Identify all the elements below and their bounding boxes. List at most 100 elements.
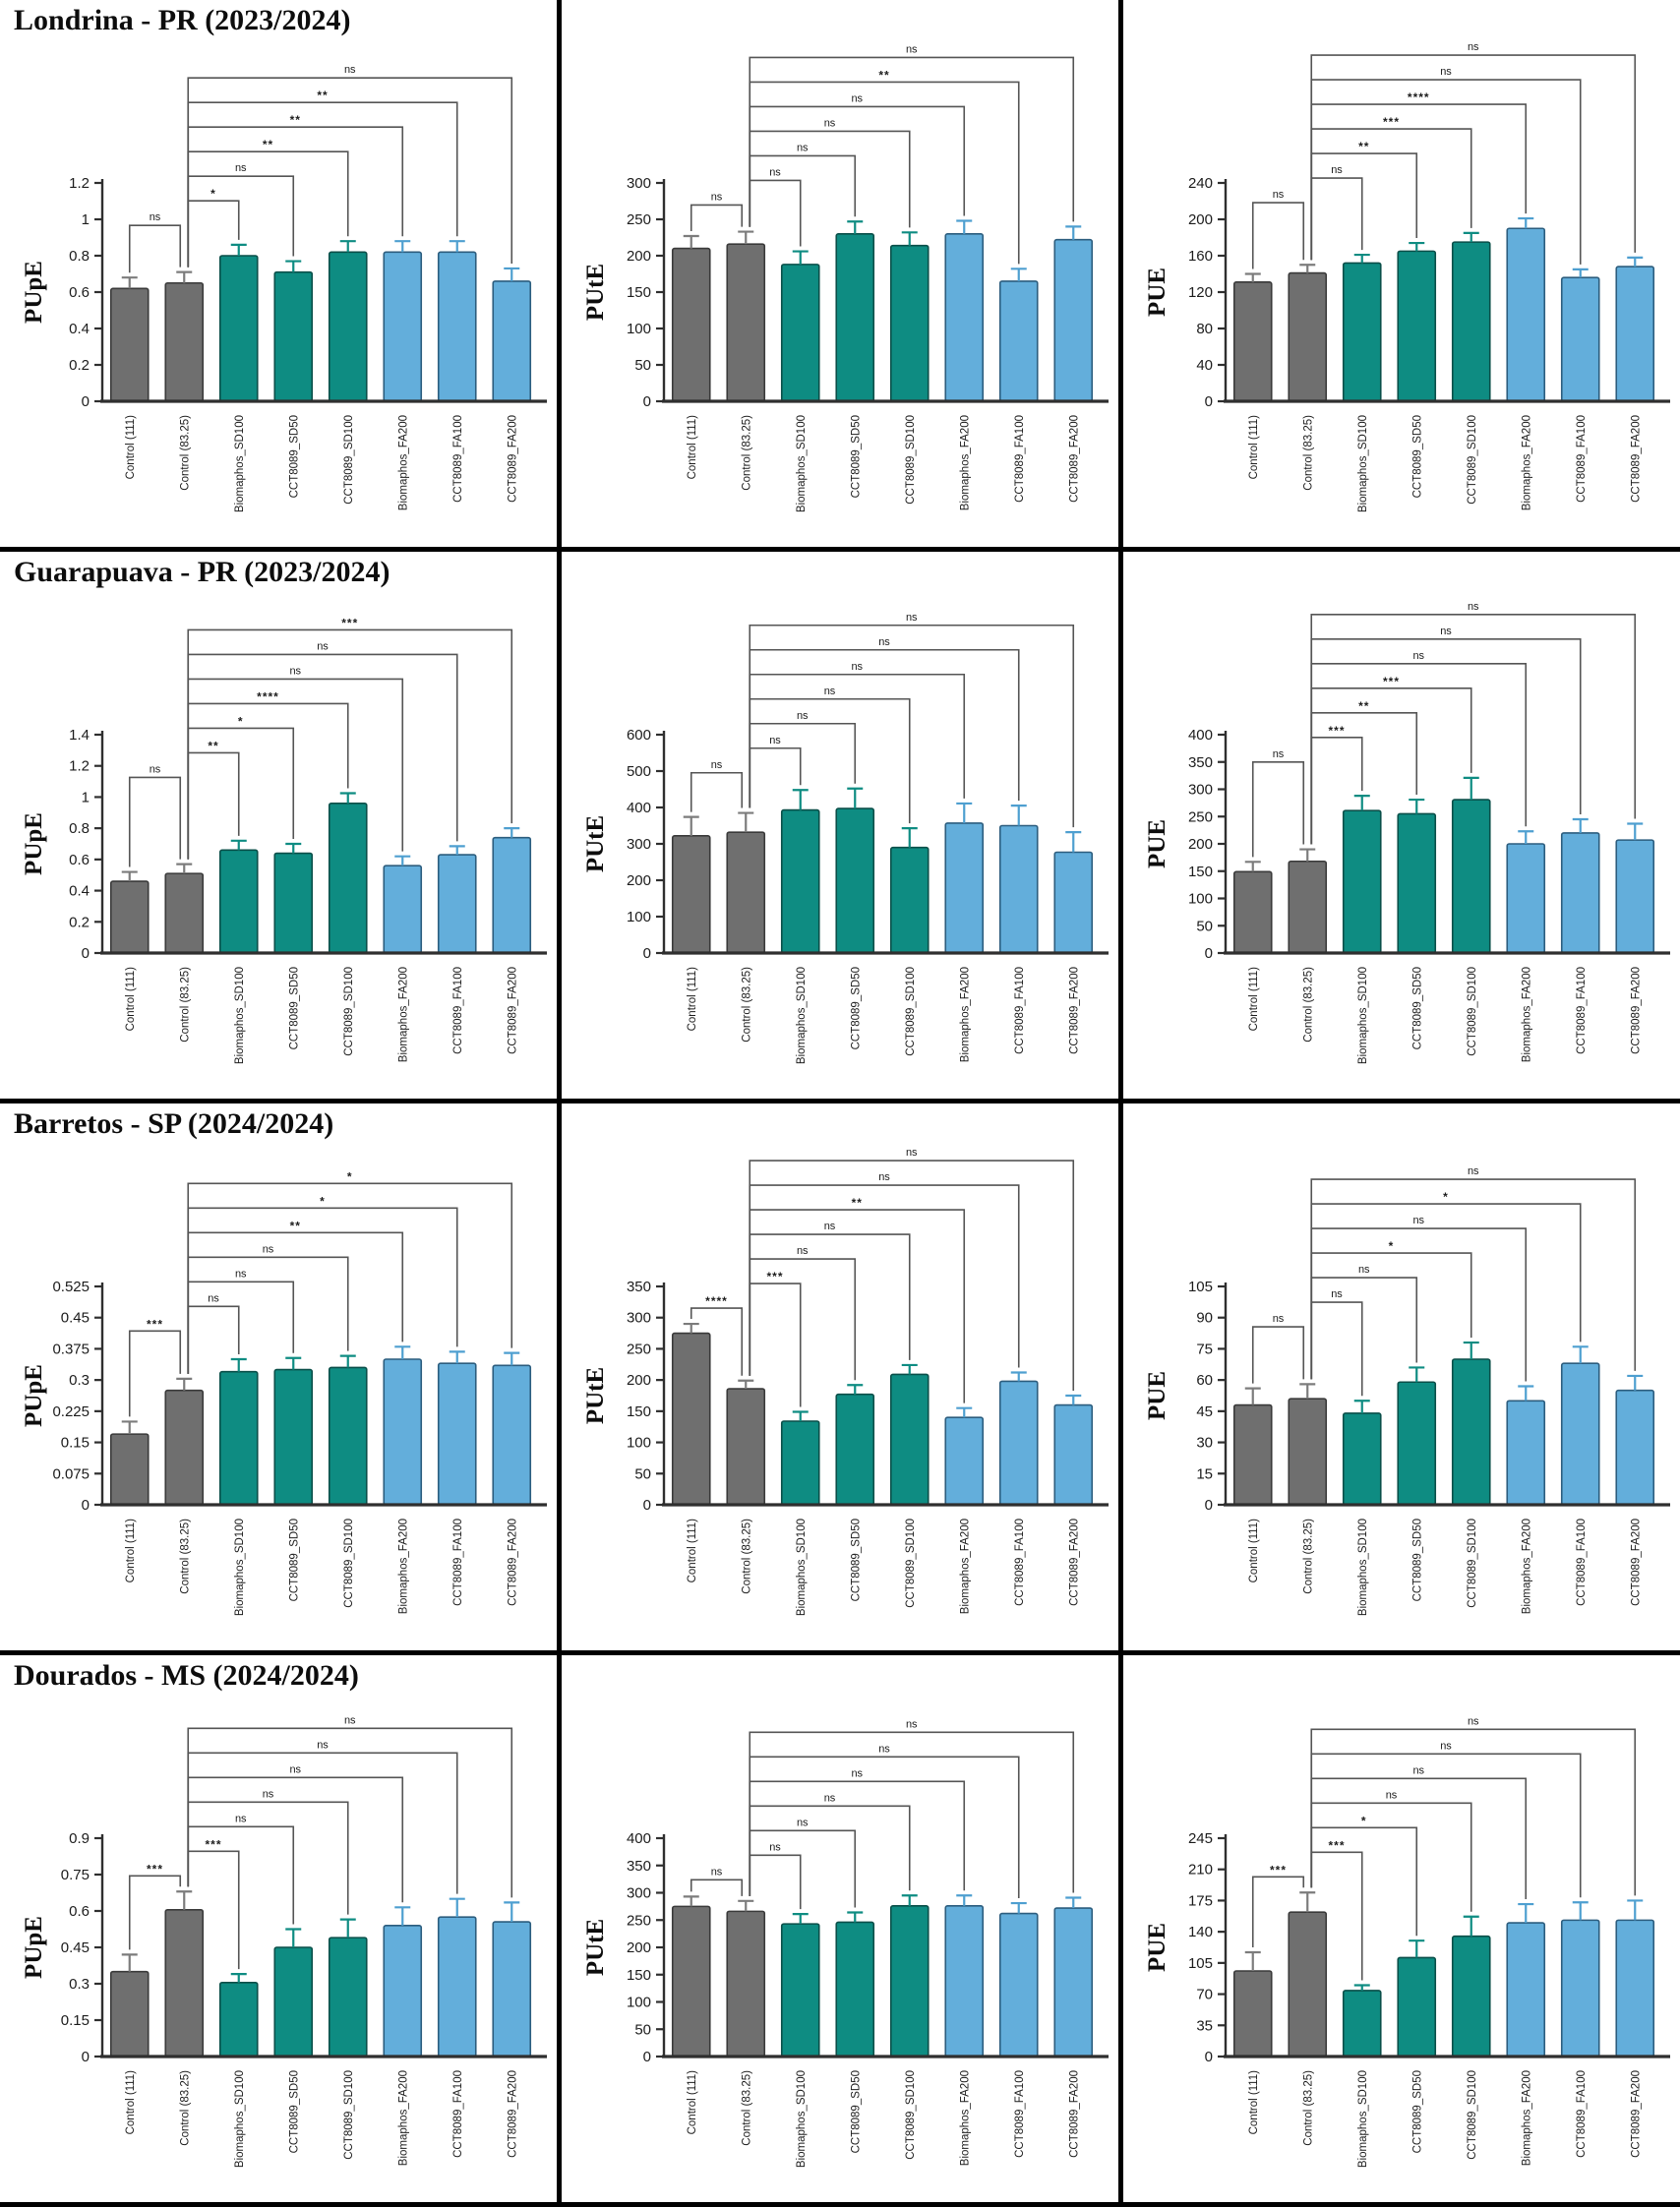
y-axis-title: PUE (1144, 819, 1170, 868)
significance-brackets: ns * ns ** ** ** ns (128, 64, 513, 273)
x-tick-label: CCT8089_FA100 (1576, 2070, 1588, 2158)
y-tick-label: 0.3 (69, 1976, 90, 1993)
sig-bracket (1310, 152, 1418, 261)
y-axis-title: PUtE (582, 815, 609, 872)
sig-bracket (1310, 1227, 1528, 1382)
sig-bracket (1310, 1301, 1363, 1397)
bar-CCT8089_SD50 (273, 1368, 314, 1506)
bar-CCT8089_FA200 (492, 1364, 532, 1506)
sig-label: ns (289, 1763, 301, 1775)
y-axis-title: PUpE (21, 1916, 47, 1979)
sig-label: ns (1273, 189, 1285, 201)
sig-bracket (128, 776, 182, 867)
y-tick-label: 0.15 (61, 2012, 90, 2029)
bar-CCT8089_SD50 (835, 807, 875, 954)
sig-bracket (187, 702, 349, 860)
y-tick-label: 0.375 (52, 1341, 90, 1357)
sig-label: ns (906, 43, 918, 55)
sig-bracket (690, 204, 744, 232)
x-tick-label: Control (83.25) (741, 967, 752, 1043)
sig-label: ns (878, 636, 890, 648)
sig-bracket (128, 1330, 182, 1417)
sig-label: ns (289, 665, 301, 677)
bar-Control (83.25) (1288, 860, 1328, 954)
y-tick-label: 200 (627, 1372, 651, 1389)
sig-bracket (749, 722, 857, 808)
bar-CCT8089_FA100 (1560, 832, 1600, 954)
sig-bracket (187, 175, 295, 268)
bar-CCT8089_FA200 (1615, 1389, 1655, 1506)
x-tick-label: Biomaphos_FA200 (1521, 415, 1532, 510)
y-tick-label: 0.2 (69, 357, 90, 374)
x-tick-label: CCT8089_SD100 (1467, 2070, 1478, 2160)
sig-bracket (749, 1209, 966, 1403)
sig-label: ns (317, 640, 329, 652)
sig-label: ns (344, 64, 356, 76)
bar-CCT8089_FA100 (998, 1912, 1039, 2058)
x-tick-label: CCT8089_FA100 (452, 1519, 464, 1606)
sig-label: ** (1358, 699, 1369, 713)
x-tick-label: CCT8089_FA200 (507, 2070, 518, 2158)
y-tick-label: 300 (627, 1885, 651, 1902)
bar-CCT8089_FA200 (1053, 238, 1094, 402)
x-tick-label: Biomaphos_SD100 (1357, 2070, 1369, 2168)
sig-label: ** (263, 138, 273, 151)
bar-Biomaphos_SD100 (780, 1923, 820, 2058)
y-tick-label: 200 (627, 248, 651, 265)
y-tick-label: 250 (627, 1341, 651, 1357)
y-tick-label: 0.75 (61, 1867, 90, 1883)
bar-Biomaphos_SD100 (218, 255, 259, 402)
y-tick-label: 0.45 (61, 1939, 90, 1956)
y-tick-label: 45 (1196, 1403, 1213, 1420)
x-tick-label: Control (83.25) (741, 2070, 752, 2146)
sig-bracket (187, 678, 404, 860)
y-tick-label: 0.4 (69, 883, 90, 900)
y-tick-label: 0.4 (69, 321, 90, 337)
bar-CCT8089_FA100 (1560, 1919, 1600, 2058)
bar-CCT8089_FA200 (492, 1921, 532, 2058)
x-tick-label: Biomaphos_FA200 (1521, 2070, 1532, 2166)
x-tick-label: CCT8089_SD50 (850, 967, 862, 1049)
sig-label: ns (797, 142, 809, 153)
x-tick-label: Biomaphos_SD100 (234, 1519, 246, 1616)
x-tick-label: CCT8089_FA200 (507, 1519, 518, 1606)
bar-CCT8089_FA100 (437, 1362, 477, 1506)
sig-bracket (187, 126, 404, 268)
x-tick-label: CCT8089_FA100 (1576, 967, 1588, 1054)
bar-chart-guarapuava-pue: 0 50 100 150 200 250 300 350 400 PUE Control (111)… (1144, 601, 1670, 1064)
x-tick-label: Biomaphos_FA200 (397, 2070, 409, 2166)
y-tick-label: 0.6 (69, 852, 90, 868)
y-tick-label: 0 (1205, 1497, 1213, 1514)
x-tick-label: Control (83.25) (1302, 415, 1314, 491)
y-tick-label: 0 (82, 945, 90, 962)
sig-label: ns (1273, 1313, 1285, 1325)
chart-cell-dourados-pue: 0 35 70 105 140 175 210 245 PUE Control (111) Cont… (1123, 1655, 1680, 2202)
chart-cell-londrina-pue: 0 40 80 120 160 200 240 PUE Control (111) Control… (1123, 0, 1680, 547)
sig-label: ns (1412, 1764, 1424, 1776)
y-tick-label: 1 (82, 789, 90, 805)
bar-Control (111) (109, 1970, 150, 2058)
sig-bracket (187, 1752, 458, 1894)
bar-Biomaphos_FA200 (383, 865, 423, 954)
x-tick-label: Control (111) (687, 967, 698, 1032)
bar-Control (83.25) (1288, 1911, 1328, 2058)
sig-bracket (749, 1756, 1020, 1899)
sig-bracket (187, 150, 349, 268)
bar-Biomaphos_SD100 (218, 1981, 259, 2058)
x-tick-label: CCT8089_FA200 (1630, 1519, 1642, 1606)
sig-label: ns (851, 92, 863, 104)
y-tick-label: 400 (1188, 727, 1213, 744)
sig-bracket (1310, 1178, 1637, 1380)
bar-CCT8089_SD100 (889, 1905, 930, 2058)
sig-label: ns (711, 191, 723, 203)
x-tick-label: Biomaphos_SD100 (796, 2070, 808, 2168)
x-tick-label: Control (83.25) (179, 1519, 191, 1594)
sig-bracket (1310, 1753, 1582, 1898)
row-title-dourados: Dourados - MS (2024/2024) (14, 1659, 359, 1692)
x-tick-label: Control (83.25) (179, 2070, 191, 2146)
x-tick-label: CCT8089_SD50 (288, 1519, 300, 1601)
sig-label: ns (769, 1841, 781, 1853)
